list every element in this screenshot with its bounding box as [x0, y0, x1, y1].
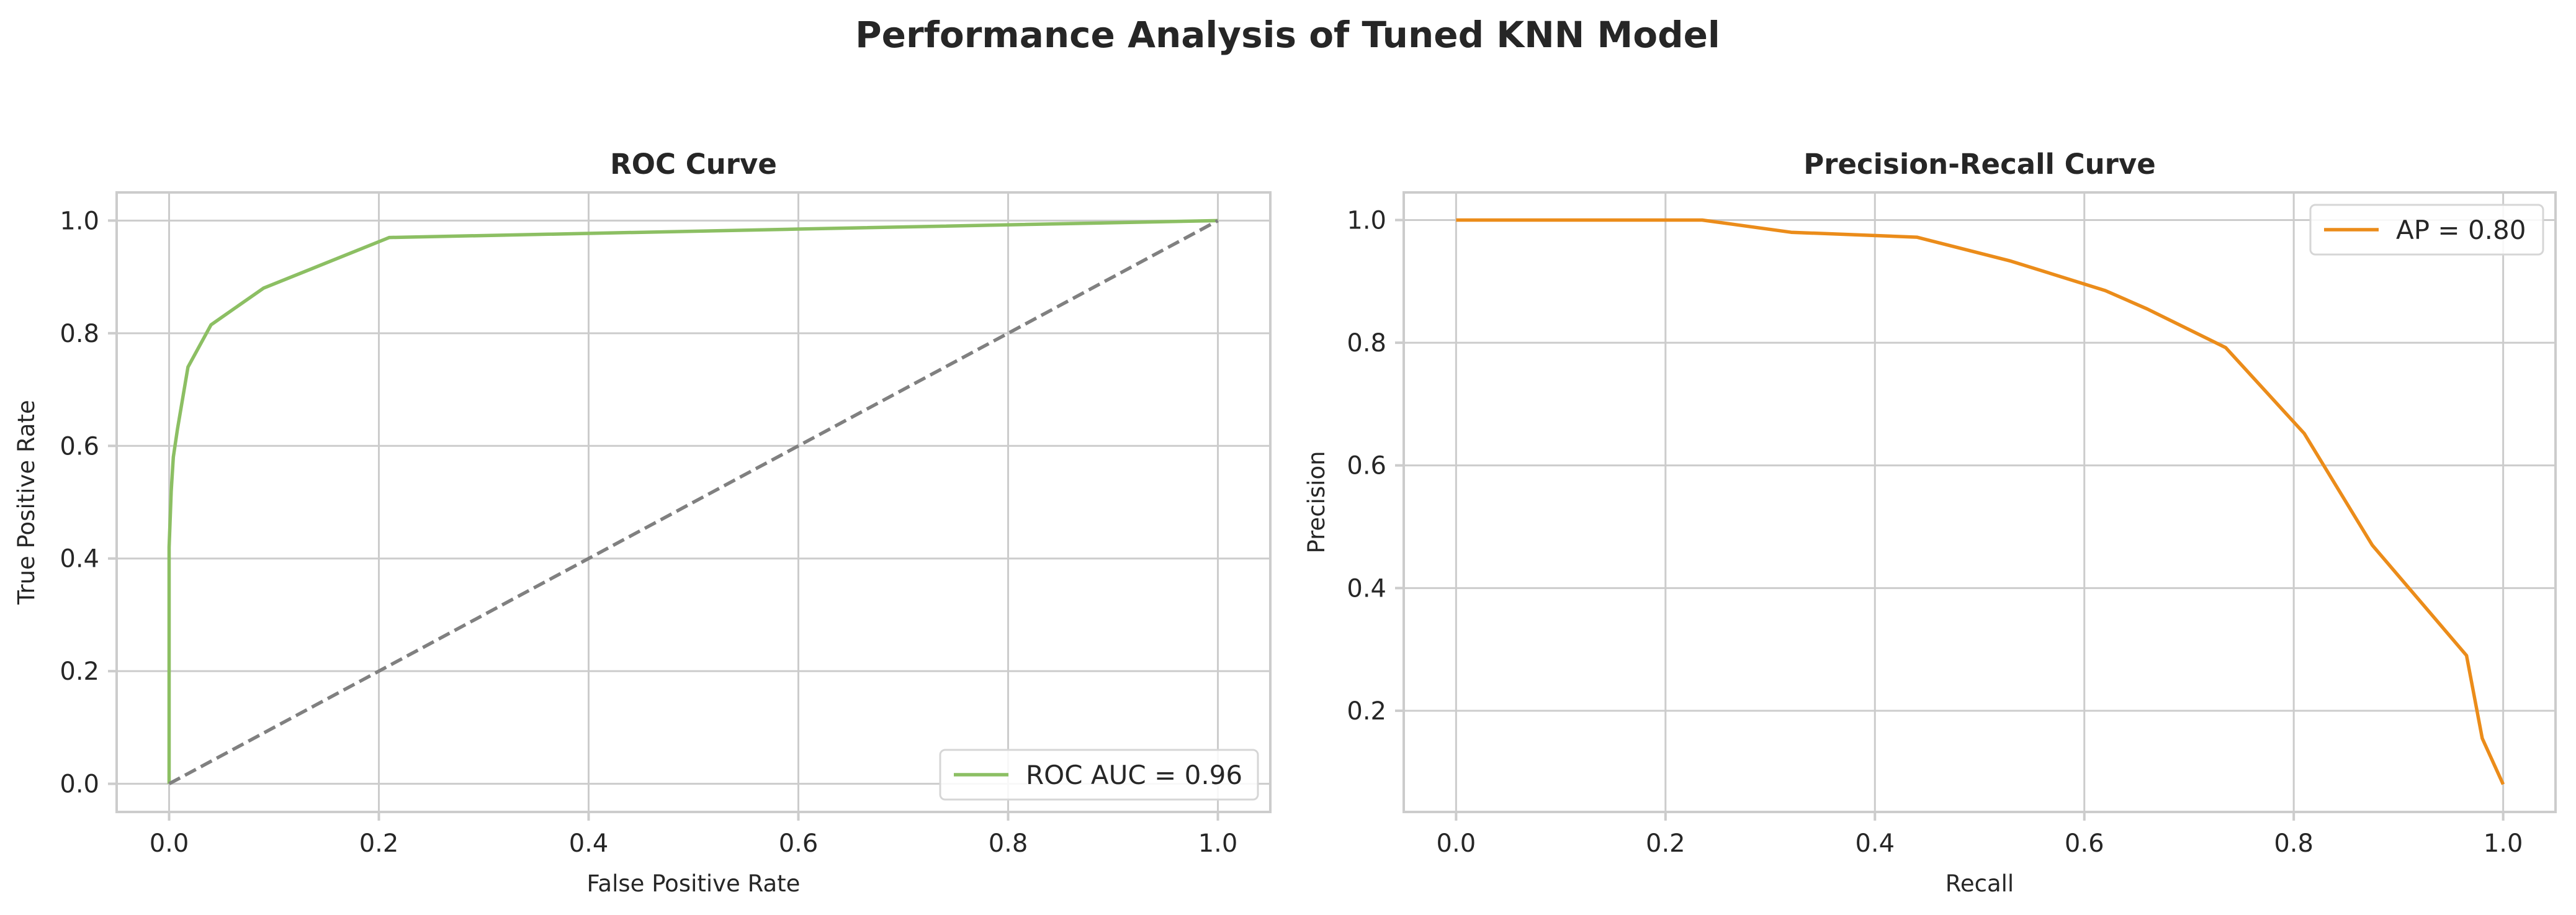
pr-xtick-label: 0.4	[1855, 829, 1895, 858]
roc-xtick-label: 0.0	[150, 829, 189, 858]
roc-series-line-diagonal	[168, 219, 1219, 786]
roc-legend-label: ROC AUC = 0.96	[1026, 760, 1242, 790]
pr-legend: AP = 0.80	[2309, 204, 2544, 256]
roc-xtick-label: 1.0	[1198, 829, 1238, 858]
pr-legend-label: AP = 0.80	[2396, 215, 2526, 245]
roc-ytick-label: 0.4	[60, 545, 99, 574]
roc-ytick-label: 0.2	[60, 657, 99, 686]
roc-xtick-label: 0.2	[359, 829, 399, 858]
pr-xtick-label: 0.8	[2274, 829, 2313, 858]
pr-xtick-label: 0.2	[1646, 829, 1685, 858]
pr-ylabel: Precision	[1303, 451, 1330, 553]
pr-ytick-label: 0.8	[1347, 329, 1386, 358]
roc-ytick-label: 0.6	[60, 432, 99, 461]
roc-legend-box	[939, 749, 1259, 801]
roc-ylabel: True Positive Rate	[13, 400, 40, 605]
precision-recall-chart: 0.0 0.2 0.4 0.6 0.8 1.0 0.2 0.4 0.6 0.8 1.0 Precisi…	[1303, 148, 2557, 897]
roc-title: ROC Curve	[610, 148, 777, 181]
pr-grid	[1404, 192, 2556, 812]
pr-xlabel: Recall	[1945, 870, 2014, 897]
roc-xtick-label: 0.8	[989, 829, 1028, 858]
figure-title: Performance Analysis of Tuned KNN Model	[855, 14, 1720, 56]
roc-xtick-label: 0.6	[779, 829, 819, 858]
pr-ytick-label: 1.0	[1347, 206, 1386, 235]
pr-xtick-label: 1.0	[2484, 829, 2523, 858]
pr-xtick-label: 0.0	[1437, 829, 1476, 858]
roc-xlabel: False Positive Rate	[587, 870, 801, 897]
roc-series-line	[167, 219, 1218, 784]
roc-axes-frame	[115, 191, 1272, 813]
pr-legend-box	[2309, 204, 2544, 256]
roc-ytick-label: 0.0	[60, 770, 99, 799]
pr-series-line	[1456, 218, 2505, 785]
roc-chart: 0.0 0.2 0.4 0.6 0.8 1.0 0.0 0.2 0.4 0.6 0.8 1.0 ROC …	[13, 148, 1272, 897]
roc-legend: ROC AUC = 0.96	[939, 749, 1259, 801]
pr-ytick-label: 0.2	[1347, 697, 1386, 726]
roc-ytick-label: 1.0	[60, 207, 99, 235]
roc-grid	[117, 192, 1270, 812]
pr-ytick-label: 0.6	[1347, 452, 1386, 480]
roc-ytick-label: 0.8	[60, 320, 99, 348]
roc-xtick-label: 0.4	[569, 829, 609, 858]
pr-xtick-label: 0.6	[2065, 829, 2104, 858]
pr-title: Precision-Recall Curve	[1803, 148, 2155, 181]
pr-ytick-label: 0.4	[1347, 574, 1386, 603]
pr-axes-frame	[1402, 191, 2557, 813]
